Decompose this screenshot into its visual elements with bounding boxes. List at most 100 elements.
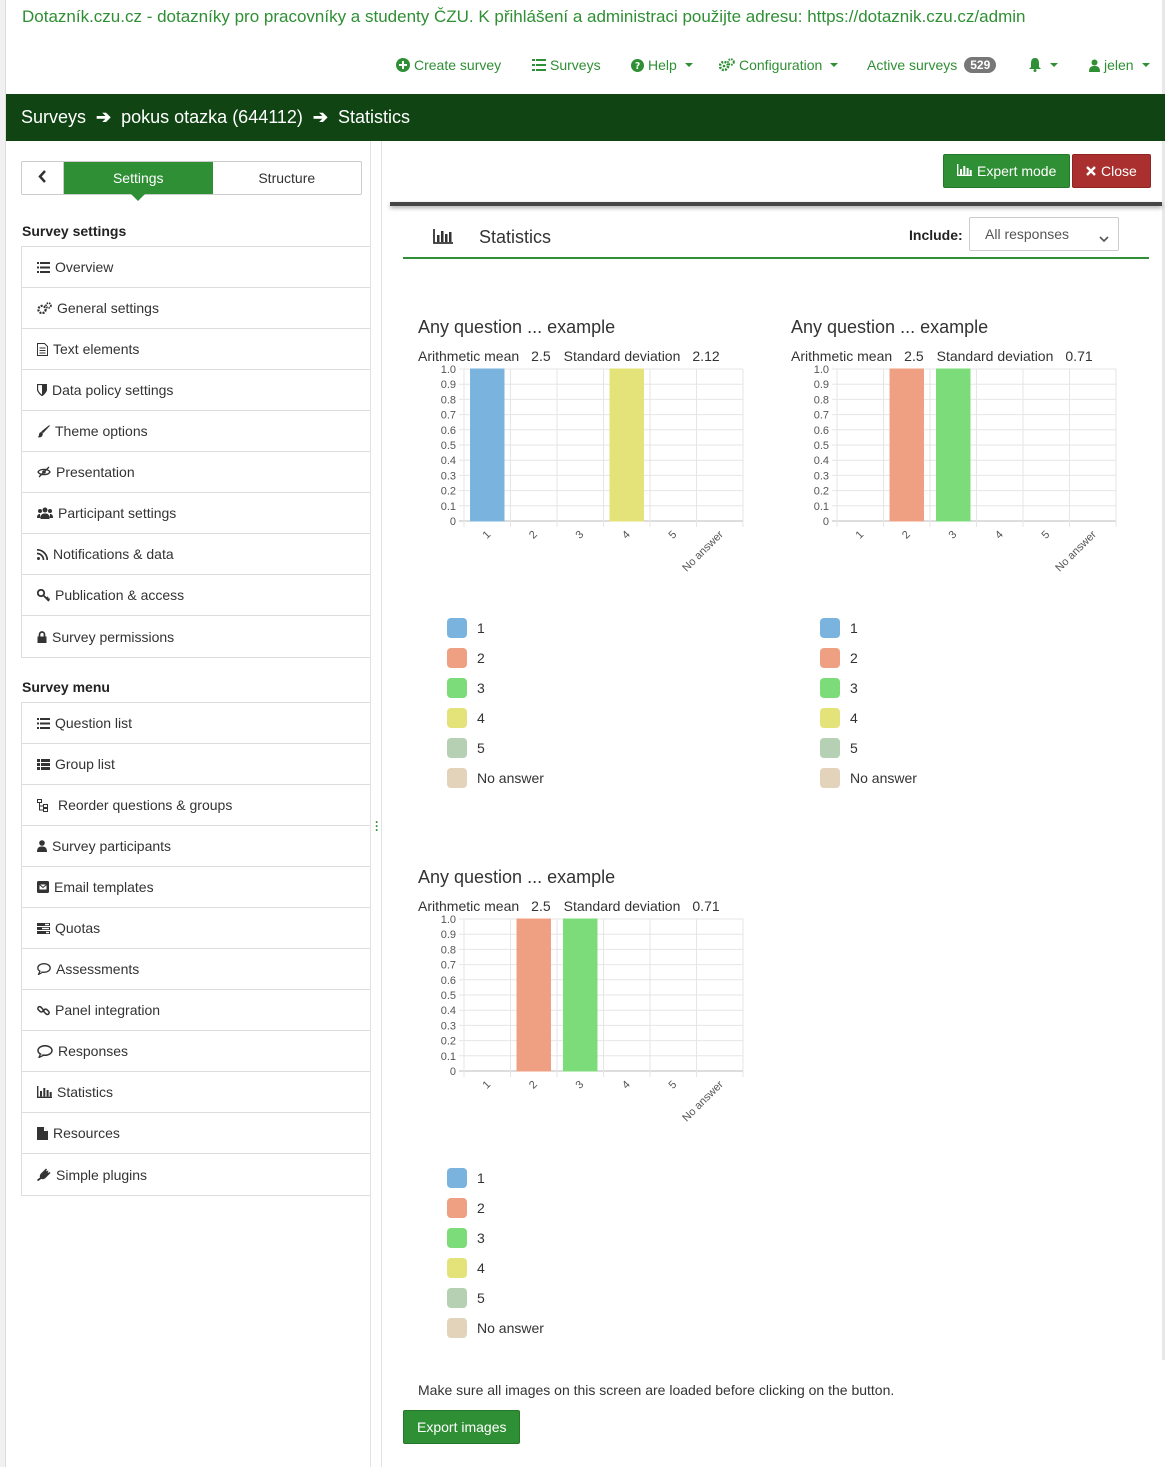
legend-label: 1	[477, 620, 485, 636]
sidebar-item-label: Responses	[58, 1043, 129, 1059]
bar-3[interactable]	[936, 368, 971, 522]
active-surveys-badge: 529	[964, 57, 997, 73]
expert-mode-button[interactable]: Expert mode	[943, 154, 1071, 188]
sidebar-item-theme-options[interactable]: Theme options	[22, 411, 370, 452]
key-icon	[37, 588, 50, 602]
sidebar-item-email-templates[interactable]: Email templates	[22, 867, 370, 908]
bar-1[interactable]	[470, 368, 505, 522]
x-tick-label: 4	[993, 529, 1006, 542]
sidebar-item-resources[interactable]: Resources	[22, 1113, 370, 1154]
legend-item[interactable]: 4	[447, 703, 544, 733]
surveys-link[interactable]: Surveys	[532, 57, 601, 73]
tab-settings[interactable]: Settings	[64, 162, 213, 201]
legend-swatch	[820, 738, 840, 758]
sd-value: 2.12	[692, 348, 720, 364]
mean-label: Arithmetic mean	[418, 348, 520, 364]
arrow-right-icon: ➔	[96, 107, 112, 127]
include-select-value: All responses	[985, 226, 1070, 242]
sidebar-item-overview[interactable]: Overview	[22, 247, 370, 288]
sidebar-item-label: Simple plugins	[56, 1166, 148, 1183]
svg-text:?: ?	[635, 61, 640, 72]
breadcrumb-survey-name[interactable]: pokus otazka (644112)	[121, 107, 303, 127]
sd-label: Standard deviation	[563, 348, 681, 364]
close-button[interactable]: Close	[1072, 154, 1151, 188]
x-tick-label: 1	[481, 1079, 494, 1092]
breadcrumb-surveys[interactable]: Surveys	[21, 107, 87, 127]
toolbar-divider	[390, 202, 1162, 206]
legend-item[interactable]: 5	[820, 733, 917, 763]
sidebar-item-notifications[interactable]: Notifications & data	[22, 534, 370, 575]
legend-item[interactable]: 3	[820, 673, 917, 703]
sidebar-item-data-policy[interactable]: Data policy settings	[22, 370, 370, 411]
help-dropdown[interactable]: ? Help	[631, 57, 693, 73]
chart-summary-stats: Arithmetic mean 2.5 Standard deviation 0.71	[791, 348, 1106, 364]
legend-item[interactable]: No answer	[820, 763, 917, 793]
legend-swatch	[447, 1198, 467, 1218]
sidebar-item-presentation[interactable]: Presentation	[22, 452, 370, 493]
sidebar-item-text-elements[interactable]: Text elements	[22, 329, 370, 370]
sidebar-resize-handle[interactable]: · · ·	[375, 815, 379, 837]
x-tick-label: 5	[667, 529, 680, 542]
sidebar-item-quotas[interactable]: Quotas	[22, 908, 370, 949]
configuration-dropdown[interactable]: Configuration	[719, 57, 839, 73]
legend-item[interactable]: 4	[820, 703, 917, 733]
bar-2[interactable]	[889, 368, 924, 522]
comment-icon	[37, 1044, 53, 1058]
list-icon	[37, 261, 50, 273]
tab-structure[interactable]: Structure	[258, 170, 316, 186]
active-surveys-link[interactable]: Active surveys 529	[867, 57, 997, 73]
x-tick-label: 2	[527, 1079, 540, 1092]
sidebar-item-participant-settings[interactable]: Participant settings	[22, 493, 370, 534]
legend-item[interactable]: 2	[447, 643, 544, 673]
users-icon	[37, 507, 53, 519]
y-tick-label: 0.5	[441, 440, 456, 452]
sidebar-item-responses[interactable]: Responses	[22, 1031, 370, 1072]
legend-item[interactable]: 1	[447, 1163, 544, 1193]
sidebar-item-question-list[interactable]: Question list	[22, 703, 370, 744]
notifications-dropdown[interactable]	[1028, 57, 1058, 72]
chevron-down-icon	[830, 63, 839, 67]
legend-item[interactable]: 5	[447, 1283, 544, 1313]
legend-item[interactable]: 1	[447, 613, 544, 643]
include-select[interactable]: All responses	[969, 217, 1119, 251]
sidebar-item-simple-plugins[interactable]: Simple plugins	[22, 1154, 370, 1195]
y-tick-label: 0.4	[441, 455, 456, 467]
bar-3[interactable]	[563, 918, 598, 1072]
create-survey-link[interactable]: Create survey	[396, 57, 501, 73]
legend-item[interactable]: 3	[447, 673, 544, 703]
sidebar-item-survey-permissions[interactable]: Survey permissions	[22, 616, 370, 657]
legend-item[interactable]: No answer	[447, 1313, 544, 1343]
legend-label: 4	[850, 710, 858, 726]
y-tick-label: 0.1	[814, 501, 829, 513]
chart-question-1: Any question ... example Arithmetic mean 2…	[418, 317, 758, 797]
y-tick-label: 0.9	[441, 929, 456, 941]
chart-title: Any question ... example	[418, 867, 616, 887]
sidebar-item-label: Quotas	[55, 920, 101, 936]
sidebar: Settings Structure Survey settings Overv…	[6, 141, 370, 1467]
legend-item[interactable]: 4	[447, 1253, 544, 1283]
sidebar-item-survey-participants[interactable]: Survey participants	[22, 826, 370, 867]
legend-item[interactable]: 2	[447, 1193, 544, 1223]
legend-item[interactable]: 3	[447, 1223, 544, 1253]
bar-chart-icon	[957, 163, 972, 179]
sidebar-item-publication[interactable]: Publication & access	[22, 575, 370, 616]
sidebar-item-statistics[interactable]: Statistics	[22, 1072, 370, 1113]
legend-item[interactable]: 1	[820, 613, 917, 643]
page-title: Statistics	[479, 227, 552, 247]
user-dropdown[interactable]: jelen	[1089, 57, 1150, 73]
legend-item[interactable]: 2	[820, 643, 917, 673]
legend-item[interactable]: No answer	[447, 763, 544, 793]
sidebar-item-reorder[interactable]: Reorder questions & groups	[22, 785, 370, 826]
legend-item[interactable]: 5	[447, 733, 544, 763]
bar-4[interactable]	[609, 368, 644, 522]
sidebar-item-panel-integration[interactable]: Panel integration	[22, 990, 370, 1031]
sidebar-item-group-list[interactable]: Group list	[22, 744, 370, 785]
bar-2[interactable]	[516, 918, 551, 1072]
collapse-sidebar-button[interactable]	[22, 162, 64, 194]
sidebar-item-general-settings[interactable]: General settings	[22, 288, 370, 329]
y-tick-label: 0.2	[441, 1036, 456, 1048]
export-images-button[interactable]: Export images	[403, 1410, 521, 1444]
sidebar-item-label: Group list	[55, 756, 115, 772]
mean-value: 2.5	[531, 348, 551, 364]
sidebar-item-assessments[interactable]: Assessments	[22, 949, 370, 990]
